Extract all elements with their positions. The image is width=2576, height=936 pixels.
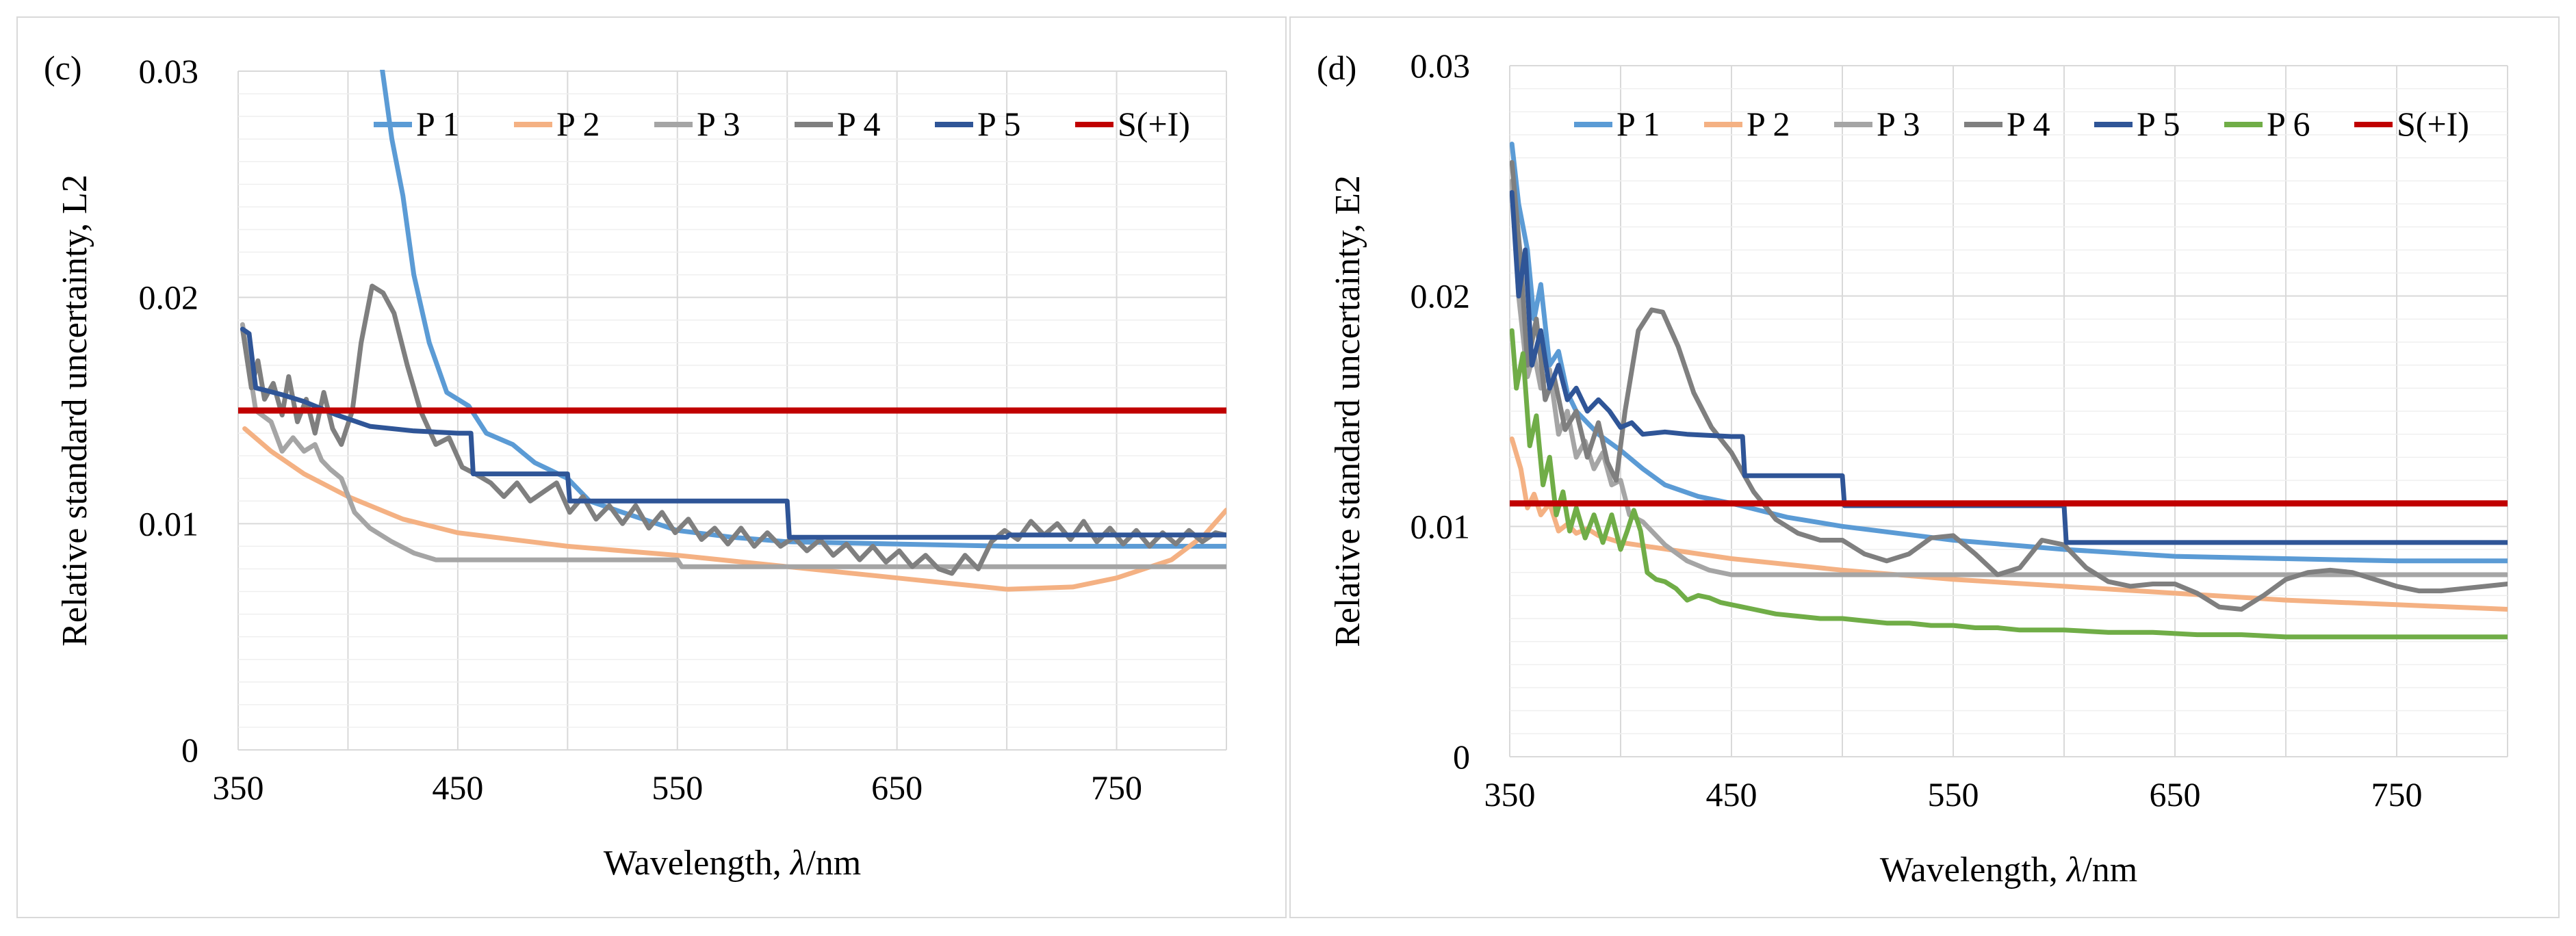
- y-tick-label: 0.03: [139, 52, 199, 90]
- legend-item: P 4: [1964, 105, 2050, 143]
- series-line-p1: [380, 70, 1226, 549]
- series-group: [238, 70, 1226, 592]
- series-line-p1: [1510, 142, 2508, 564]
- x-axis-label: Wavelength, λ/nm: [1880, 850, 2138, 889]
- grid: [1509, 65, 2508, 757]
- legend-item: P 5: [935, 105, 1020, 143]
- legend-label: P 1: [416, 105, 459, 143]
- series-line-p4: [240, 283, 1226, 576]
- x-tick-label: 550: [1928, 775, 1979, 814]
- legend-label: P 3: [697, 105, 740, 143]
- y-tick-label: 0.01: [139, 504, 199, 543]
- legend: P 1 P 2 P 3 P 4 P 5 P 6 S(+I): [1574, 105, 2469, 143]
- legend-item: P 3: [654, 105, 740, 143]
- x-axis-label: Wavelength, λ/nm: [604, 844, 862, 883]
- legend-item: P 5: [2094, 105, 2180, 143]
- x-tick-label: 750: [2371, 775, 2423, 814]
- legend-item: P 1: [1574, 105, 1660, 143]
- legend-item: P 2: [514, 105, 600, 143]
- legend-label: P 4: [2007, 105, 2050, 143]
- legend-label: P 2: [556, 105, 600, 143]
- series-line-p5: [240, 326, 1226, 540]
- legend-label: P 1: [1617, 105, 1660, 143]
- panel-label: (c): [44, 49, 82, 87]
- legend-item: P 6: [2224, 105, 2310, 143]
- series-line-p6: [1510, 328, 2508, 640]
- y-tick-label: 0.02: [139, 278, 199, 317]
- legend-label: P 6: [2267, 105, 2310, 143]
- x-tick-label: 350: [213, 768, 264, 807]
- legend-label: P 2: [1747, 105, 1790, 143]
- legend-label: P 5: [977, 105, 1020, 143]
- y-tick-label: 0: [181, 731, 198, 769]
- legend-label: S(+I): [2397, 105, 2469, 143]
- x-tick-label: 550: [652, 768, 703, 807]
- legend-label: P 3: [1877, 105, 1920, 143]
- panel-label: (d): [1317, 49, 1357, 87]
- x-tick-label: 650: [871, 768, 923, 807]
- legend-item: S(+I): [1075, 105, 1190, 143]
- series-line-p4: [1510, 159, 2508, 612]
- series-line-p5: [1510, 190, 2508, 545]
- series-line-p3: [240, 322, 1226, 569]
- y-tick-label: 0.03: [1411, 47, 1471, 85]
- legend-item: P 1: [374, 105, 459, 143]
- x-tick-label: 750: [1091, 768, 1142, 807]
- x-tick-label: 450: [432, 768, 483, 807]
- y-axis-label: Relative standard uncertainty, L2: [55, 174, 94, 647]
- legend: P 1 P 2 P 3 P 4 P 5 S(+I): [374, 105, 1190, 143]
- series-line-p2: [1510, 436, 2508, 612]
- y-axis-label: Relative standard uncertainty, E2: [1328, 175, 1367, 647]
- y-tick-label: 0.01: [1411, 507, 1471, 545]
- x-tick-label: 350: [1484, 775, 1536, 814]
- legend-label: P 4: [837, 105, 880, 143]
- legend-item: P 3: [1834, 105, 1920, 143]
- chart-panel-d: (d) 350 450 550 650 750 0 0.01 0.02 0.03 Waveleng…: [1289, 16, 2560, 918]
- legend-item: P 4: [795, 105, 880, 143]
- series-group: [1510, 142, 2508, 640]
- y-tick-label: 0: [1453, 738, 1470, 776]
- legend-item: S(+I): [2354, 105, 2469, 143]
- chart-panel-c: (c) 350 450 550 650 750 0 0.01 0.02 0.03 Waveleng…: [16, 16, 1287, 918]
- chart-d-svg: 350 450 550 650 750 0 0.01 0.02 0.03 Wavelength, …: [1328, 47, 2508, 889]
- legend-label: S(+I): [1118, 105, 1190, 143]
- y-tick-label: 0.02: [1411, 277, 1471, 315]
- x-tick-label: 650: [2150, 775, 2201, 814]
- x-tick-label: 450: [1706, 775, 1757, 814]
- legend-label: P 5: [2137, 105, 2180, 143]
- chart-c-svg: 350 450 550 650 750 0 0.01 0.02 0.03 Wavelength, …: [55, 52, 1227, 883]
- legend-item: P 2: [1704, 105, 1790, 143]
- series-line-p3: [1510, 178, 2508, 577]
